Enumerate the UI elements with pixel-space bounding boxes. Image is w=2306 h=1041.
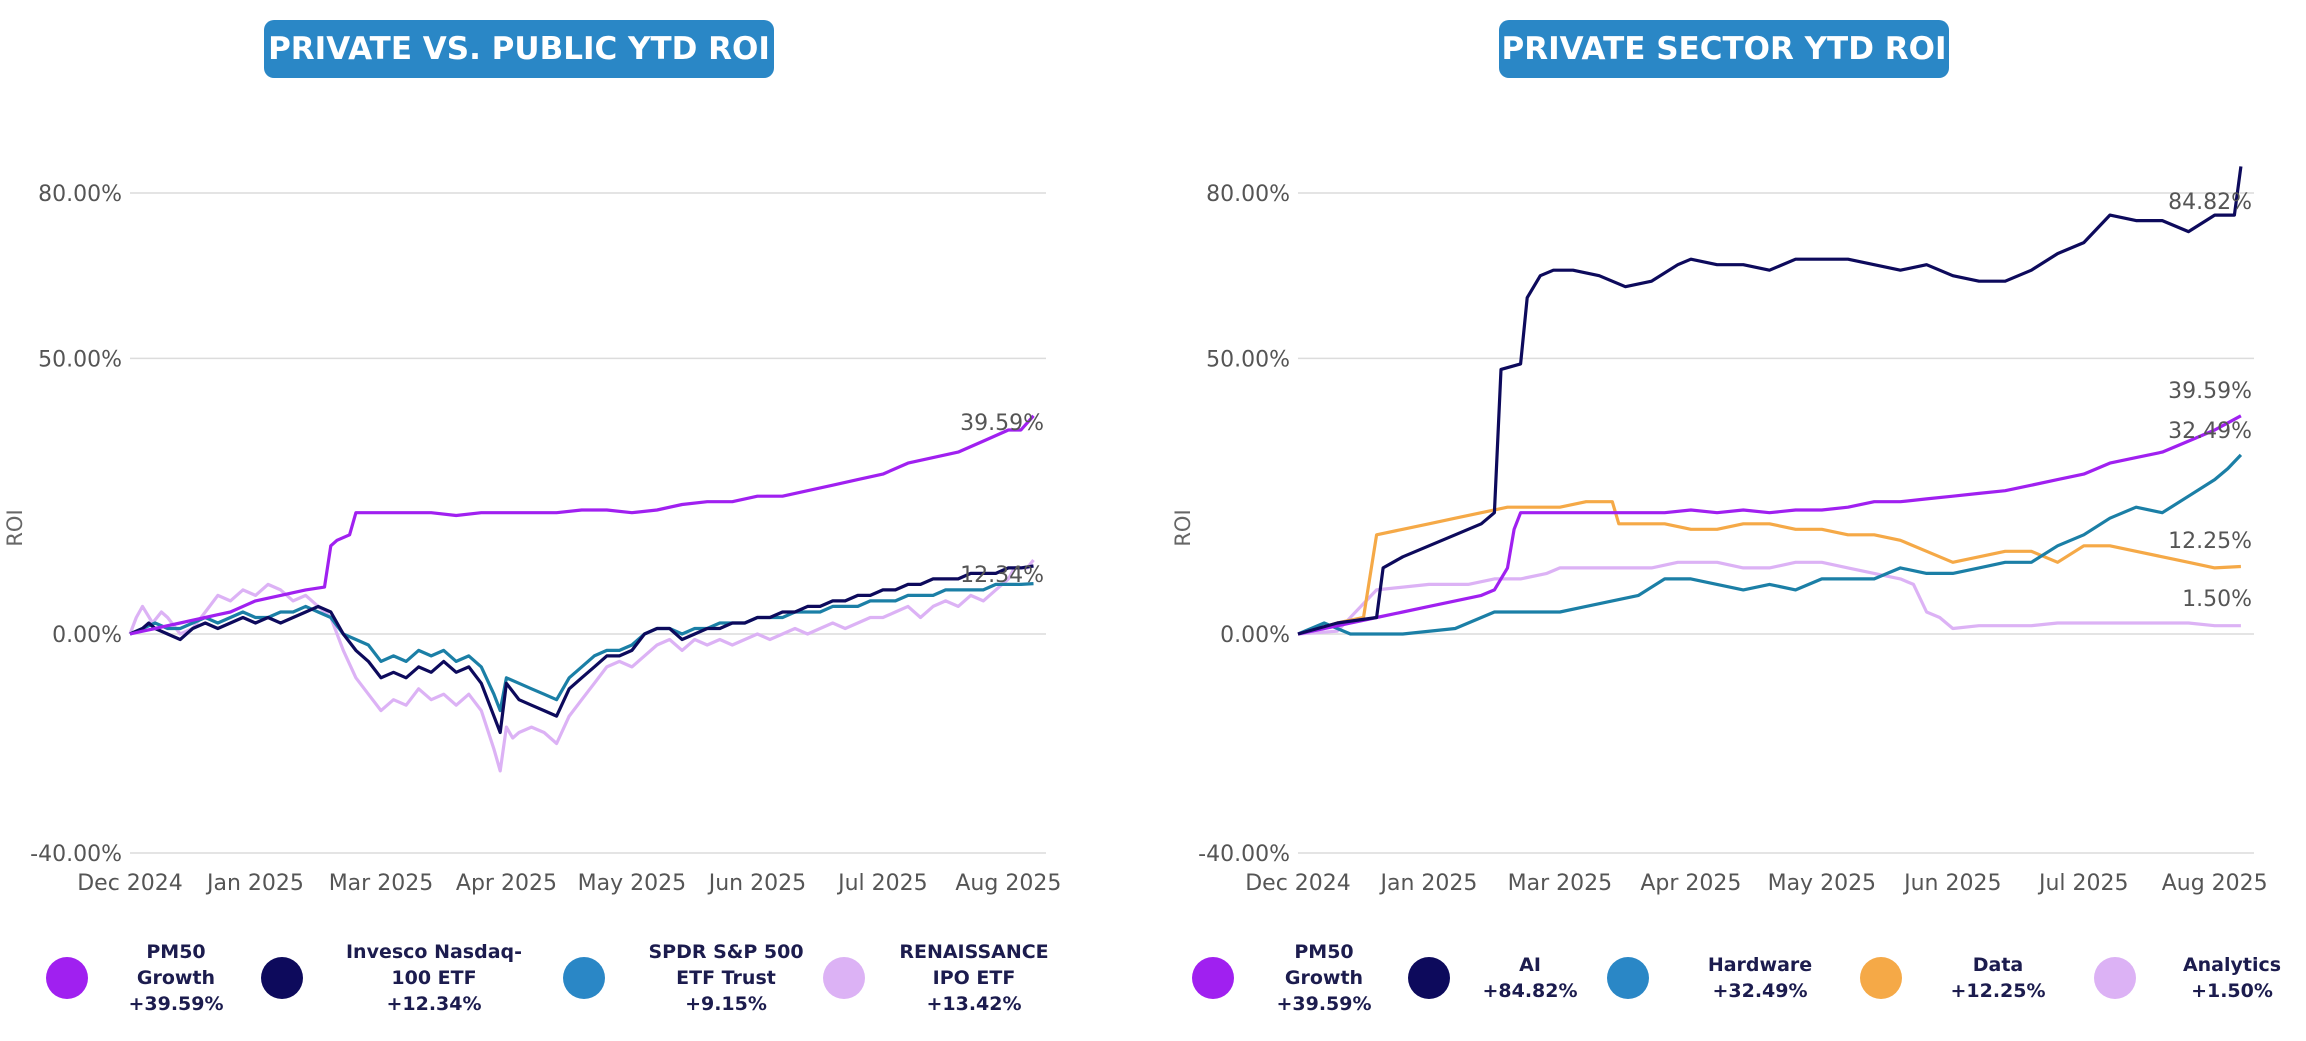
legend-swatch: [1408, 957, 1450, 999]
x-tick-label: Mar 2025: [1508, 871, 1613, 896]
left-chart-title: PRIVATE VS. PUBLIC YTD ROI: [264, 20, 774, 78]
x-tick-label: Jun 2025: [707, 871, 806, 896]
x-tick-label: Aug 2025: [2162, 871, 2268, 896]
legend-item: [46, 957, 88, 999]
legend-swatch: [46, 957, 88, 999]
legend-swatch: [563, 957, 605, 999]
legend-swatch: [2094, 957, 2136, 999]
x-tick-label: Jan 2025: [1379, 871, 1478, 896]
x-tick-label: Jun 2025: [1902, 871, 2001, 896]
x-tick-label: Aug 2025: [955, 871, 1061, 896]
legend-item: [563, 957, 605, 999]
legend-label: PM50 Growth +39.59%: [128, 941, 224, 1015]
y-tick-label: -40.00%: [30, 842, 122, 867]
series-line-analytics: [1297, 560, 2241, 636]
legend-label: AI +84.82%: [1482, 954, 1578, 1002]
series-line-spdr-s-p-500-etf-trust: [129, 582, 1034, 713]
y-tick-label: 80.00%: [1206, 182, 1290, 207]
series-line-pm50-growth: [1297, 414, 2242, 636]
series-line-invesco-nasdaq-100-etf: [129, 564, 1034, 735]
end-value-label: 1.50%: [2182, 587, 2252, 612]
y-tick-label: -40.00%: [1198, 842, 1290, 867]
x-tick-label: May 2025: [1768, 871, 1876, 896]
legend-label: Invesco Nasdaq- 100 ETF +12.34%: [345, 941, 523, 1015]
end-value-label: 84.82%: [2168, 190, 2252, 215]
legend-swatch: [1192, 957, 1234, 999]
legend-item: [1607, 957, 1649, 999]
y-tick-label: 80.00%: [38, 182, 122, 207]
end-value-label: 39.59%: [2168, 379, 2252, 404]
y-tick-label: 0.00%: [52, 623, 122, 648]
legend-label: Analytics +1.50%: [2182, 954, 2282, 1002]
legend-swatch: [823, 957, 865, 999]
series-line-pm50-growth: [129, 414, 1035, 636]
end-value-label: 12.25%: [2168, 529, 2252, 554]
y-tick-label: 50.00%: [38, 347, 122, 372]
series-line-data: [1297, 500, 2241, 636]
legend-label: Data +12.25%: [1950, 954, 2046, 1002]
x-tick-label: Jul 2025: [836, 871, 928, 896]
legend-item: [1192, 957, 1234, 999]
x-tick-label: Jul 2025: [2037, 871, 2129, 896]
y-axis-label: ROI: [3, 509, 27, 546]
legend-swatch: [261, 957, 303, 999]
legend-swatch: [1607, 957, 1649, 999]
legend-label: Hardware +32.49%: [1707, 954, 1813, 1002]
x-tick-label: May 2025: [578, 871, 686, 896]
x-tick-label: Dec 2024: [1245, 871, 1351, 896]
end-value-label: 32.49%: [2168, 419, 2252, 444]
series-line-hardware: [1297, 453, 2243, 636]
end-value-label: 12.34%: [960, 563, 1044, 588]
legend-swatch: [1860, 957, 1902, 999]
legend-item: [1408, 957, 1450, 999]
y-tick-label: 50.00%: [1206, 347, 1290, 372]
right-chart-title: PRIVATE SECTOR YTD ROI: [1499, 20, 1949, 78]
right-chart-group: 80.00% 50.00% 0.00% -40.00% Dec 2024 Jan 2025…: [1171, 166, 2268, 896]
x-tick-label: Jan 2025: [205, 871, 304, 896]
legend-item: [823, 957, 865, 999]
series-line-ai: [1297, 166, 2243, 636]
series-line-renaissance-ipo-etf: [128, 559, 1035, 773]
x-tick-label: Apr 2025: [1640, 871, 1741, 896]
legend-label: SPDR S&P 500 ETF Trust +9.15%: [648, 941, 804, 1015]
x-tick-label: Mar 2025: [329, 871, 434, 896]
x-tick-label: Dec 2024: [77, 871, 183, 896]
legend-label: PM50 Growth +39.59%: [1276, 941, 1372, 1015]
legend-item: [261, 957, 303, 999]
y-tick-label: 0.00%: [1220, 623, 1290, 648]
end-value-label: 39.59%: [960, 411, 1044, 436]
legend-item: [2094, 957, 2136, 999]
legend-item: [1860, 957, 1902, 999]
y-axis-label: ROI: [1171, 509, 1195, 546]
legend-label: RENAISSANCE IPO ETF +13.42%: [899, 941, 1049, 1015]
x-tick-label: Apr 2025: [456, 871, 557, 896]
left-chart-group: 80.00% 50.00% 0.00% -40.00% Dec 2024 Jan 2025…: [3, 182, 1061, 896]
